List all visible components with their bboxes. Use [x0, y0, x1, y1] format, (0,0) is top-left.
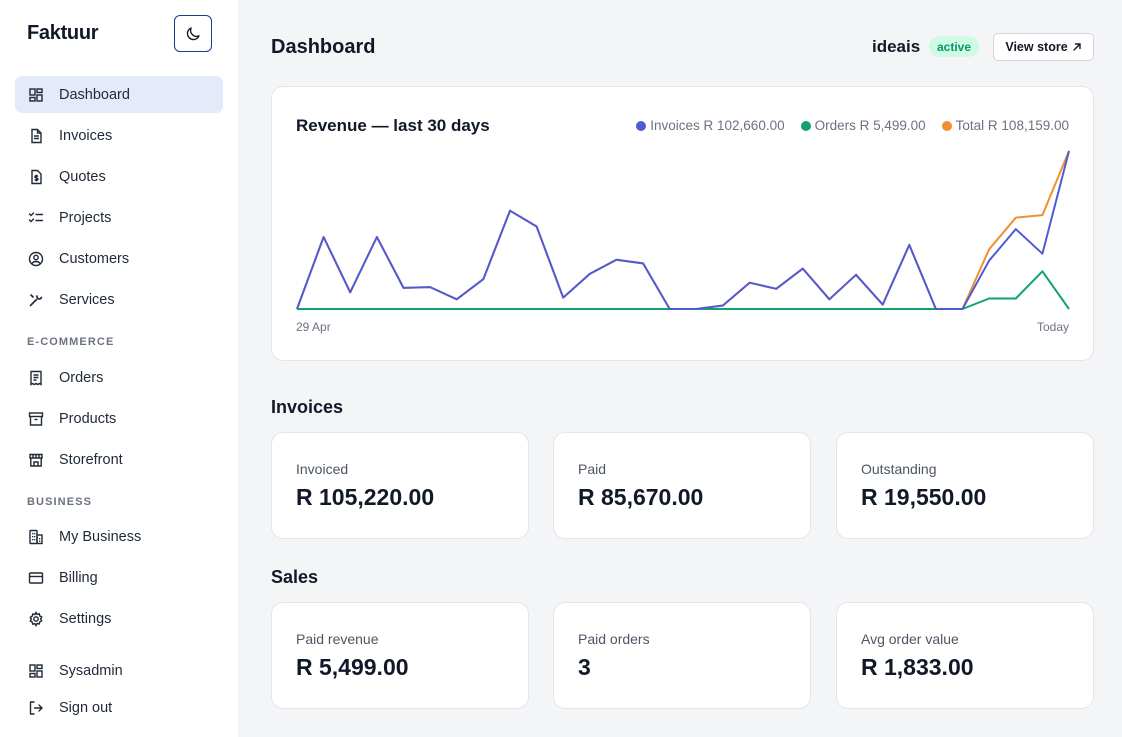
- stat-card-invoiced: Invoiced R 105,220.00: [271, 432, 529, 539]
- sidebar-item-invoices[interactable]: Invoices: [15, 117, 223, 154]
- section-title-sales: Sales: [271, 567, 319, 587]
- user-circle-icon: [28, 251, 44, 267]
- sidebar-item-label: My Business: [59, 528, 142, 545]
- revenue-chart-card: Revenue — last 30 days Invoices R 102,66…: [271, 86, 1094, 361]
- stat-label: Outstanding: [861, 461, 937, 477]
- document-icon: [28, 128, 44, 144]
- chart-legend: Invoices R 102,660.00 Orders R 5,499.00 …: [636, 118, 1069, 133]
- legend-text-orders: Orders R 5,499.00: [814, 118, 926, 133]
- sidebar-item-label: Quotes: [59, 168, 106, 185]
- x-axis-start-label: 29 Apr: [296, 320, 331, 334]
- stat-label: Paid orders: [578, 631, 650, 647]
- series-line-orders: [297, 270, 1070, 310]
- sidebar-item-label: Sign out: [59, 699, 113, 716]
- theme-toggle-button[interactable]: [174, 15, 212, 52]
- view-store-label: View store: [1005, 40, 1068, 54]
- series-line-invoices: [296, 150, 1070, 310]
- sidebar-item-label: Products: [59, 410, 117, 427]
- section-label-ecommerce: E-COMMERCE: [27, 336, 115, 348]
- sidebar-item-customers[interactable]: Customers: [15, 240, 223, 277]
- legend-dot-total: [941, 120, 952, 131]
- stat-label: Avg order value: [861, 631, 959, 647]
- sidebar-item-label: Billing: [59, 569, 98, 586]
- stat-value: R 85,670.00: [578, 484, 704, 510]
- legend-item-total: Total R 108,159.00: [941, 118, 1069, 133]
- view-store-button[interactable]: View store: [993, 33, 1094, 61]
- section-label-business: BUSINESS: [27, 496, 93, 508]
- status-badge: active: [929, 36, 980, 57]
- sidebar-item-label: Customers: [59, 250, 130, 267]
- sidebar-item-label: Dashboard: [59, 86, 130, 103]
- building-icon: [28, 529, 44, 545]
- series-line-total: [296, 150, 1070, 310]
- credit-card-icon: [28, 570, 44, 586]
- legend-item-orders: Orders R 5,499.00: [800, 118, 926, 133]
- checklist-icon: [28, 210, 44, 226]
- gear-icon: [28, 610, 44, 627]
- legend-text-invoices: Invoices R 102,660.00: [650, 118, 785, 133]
- sidebar-item-my-business[interactable]: My Business: [15, 518, 223, 555]
- sidebar-item-label: Settings: [59, 610, 112, 627]
- revenue-line-chart: [296, 150, 1070, 310]
- stat-label: Paid revenue: [296, 631, 379, 647]
- sidebar-item-orders[interactable]: Orders: [15, 359, 223, 396]
- sidebar-item-products[interactable]: Products: [15, 400, 223, 437]
- sidebar-item-quotes[interactable]: Quotes: [15, 158, 223, 195]
- dollar-document-icon: [28, 169, 44, 185]
- sidebar-item-dashboard[interactable]: Dashboard: [15, 76, 223, 113]
- store-name: ideais: [872, 37, 921, 56]
- sidebar-item-services[interactable]: Services: [15, 281, 223, 318]
- sidebar-item-label: Storefront: [59, 451, 123, 468]
- stat-card-avg-order-value: Avg order value R 1,833.00: [836, 602, 1094, 709]
- stat-value: R 105,220.00: [296, 484, 435, 510]
- dashboard-icon: [28, 87, 44, 103]
- stat-label: Invoiced: [296, 461, 349, 477]
- sidebar-item-storefront[interactable]: Storefront: [15, 441, 223, 478]
- stat-card-paid-revenue: Paid revenue R 5,499.00: [271, 602, 529, 709]
- main-content: Dashboard ideais active View store Reven…: [239, 0, 1122, 737]
- section-title-invoices: Invoices: [271, 397, 344, 417]
- receipt-icon: [28, 370, 44, 386]
- sidebar-item-sysadmin[interactable]: Sysadmin: [15, 652, 223, 689]
- sidebar-item-settings[interactable]: Settings: [15, 600, 223, 637]
- dashboard-icon: [28, 663, 44, 679]
- sidebar-item-label: Services: [59, 291, 115, 308]
- x-axis-end-label: Today: [1036, 320, 1069, 334]
- legend-text-total: Total R 108,159.00: [955, 118, 1069, 133]
- storefront-icon: [28, 452, 44, 468]
- tools-icon: [28, 292, 44, 308]
- sidebar-item-sign-out[interactable]: Sign out: [15, 689, 223, 726]
- stat-card-paid: Paid R 85,670.00: [553, 432, 811, 539]
- sidebar-item-label: Orders: [59, 369, 104, 386]
- stat-value: R 19,550.00: [861, 484, 987, 510]
- stat-card-paid-orders: Paid orders 3: [553, 602, 811, 709]
- archive-box-icon: [28, 411, 44, 427]
- stat-value: R 5,499.00: [296, 654, 409, 680]
- sidebar-item-projects[interactable]: Projects: [15, 199, 223, 236]
- sidebar-item-label: Projects: [59, 209, 112, 226]
- external-arrow-icon: [1072, 42, 1082, 52]
- sidebar-item-label: Sysadmin: [59, 662, 123, 679]
- moon-icon: [184, 25, 202, 43]
- stat-label: Paid: [578, 461, 607, 477]
- page-title: Dashboard: [271, 36, 376, 58]
- sidebar: Faktuur Dashboard Invoices Quotes Projec…: [0, 0, 239, 737]
- sign-out-icon: [28, 700, 44, 716]
- stat-value: 3: [578, 654, 591, 680]
- legend-dot-orders: [800, 120, 811, 131]
- legend-item-invoices: Invoices R 102,660.00: [636, 118, 785, 133]
- sidebar-item-label: Invoices: [59, 127, 113, 144]
- sidebar-item-billing[interactable]: Billing: [15, 559, 223, 596]
- legend-dot-invoices: [636, 120, 647, 131]
- brand-logo: Faktuur: [27, 22, 99, 44]
- chart-title: Revenue — last 30 days: [296, 116, 490, 135]
- stat-card-outstanding: Outstanding R 19,550.00: [836, 432, 1094, 539]
- stat-value: R 1,833.00: [861, 654, 974, 680]
